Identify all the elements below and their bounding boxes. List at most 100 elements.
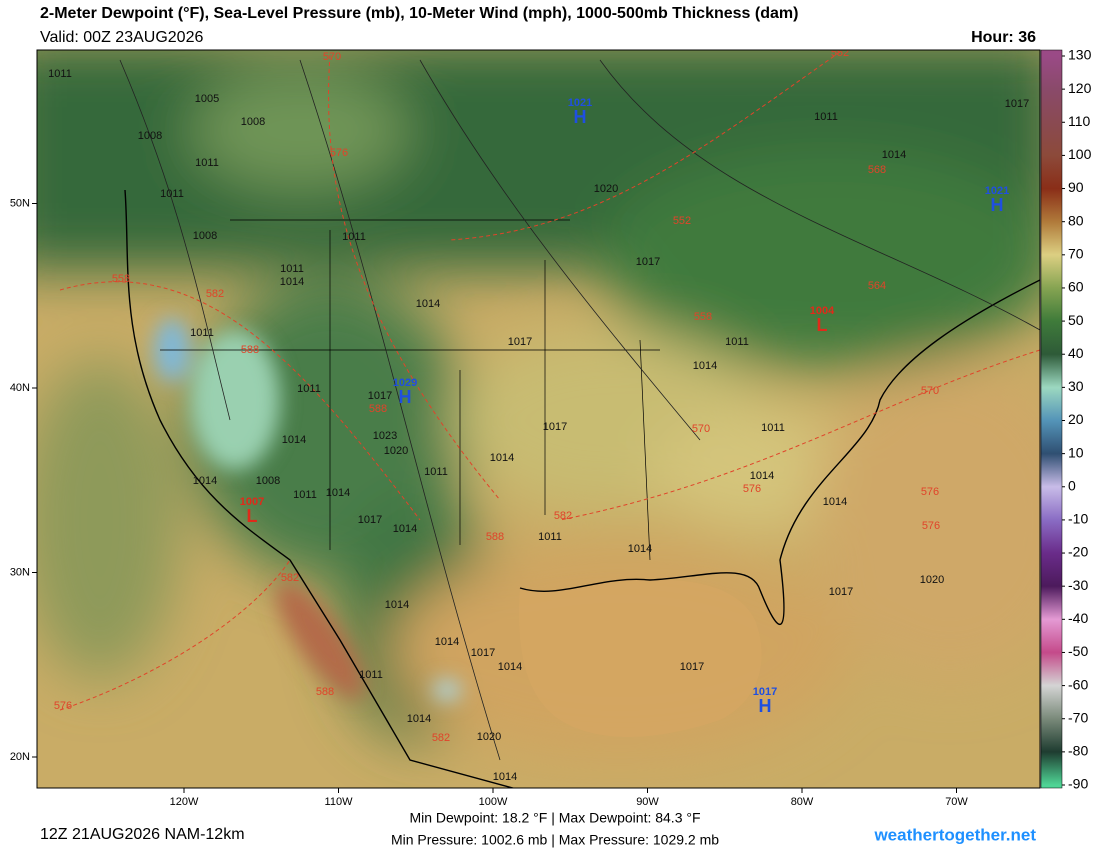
map-title: 2-Meter Dewpoint (°F), Sea-Level Pressur… (40, 5, 798, 22)
thickness-label: 558 (112, 273, 130, 285)
thickness-label: 588 (369, 403, 387, 415)
colorbar-label: 120 (1068, 80, 1092, 96)
thickness-label: 558 (694, 311, 712, 323)
pressure-center-symbol: H (991, 195, 1004, 215)
isobar-label: 1011 (190, 327, 214, 339)
colorbar-label: -70 (1068, 709, 1088, 725)
pressure-center-value: 1021 (985, 185, 1009, 197)
thickness-label: 582 (432, 732, 450, 744)
isobar-label: 1014 (498, 661, 522, 673)
isobar-label: 1017 (829, 586, 853, 598)
thickness-label: 576 (921, 486, 939, 498)
colorbar-label: 60 (1068, 279, 1084, 295)
isobar-label: 1011 (814, 111, 838, 123)
colorbar-label: 80 (1068, 212, 1084, 228)
thickness-label: 576 (54, 700, 72, 712)
map-area: 1011100510081008101110111008101110141011… (37, 47, 1040, 788)
colorbar-label: 30 (1068, 378, 1084, 394)
isobar-label: 1020 (594, 183, 618, 195)
isobar-label: 1020 (920, 574, 944, 586)
isobar-label: 1014 (823, 496, 847, 508)
isobar-label: 1008 (256, 475, 280, 487)
colorbar-label: -50 (1068, 643, 1088, 659)
dewpoint-range: Min Dewpoint: 18.2 °F | Max Dewpoint: 84… (409, 810, 700, 826)
colorbar-label: -90 (1068, 776, 1088, 792)
thickness-label: 552 (673, 215, 691, 227)
isobar-label: 1014 (693, 360, 717, 372)
lat-label: 50N (10, 197, 30, 209)
isobar-label: 1017 (508, 336, 532, 348)
thickness-label: 582 (206, 288, 224, 300)
state-borders (160, 219, 660, 561)
isobar-label: 1011 (280, 263, 304, 275)
thickness-label: 552 (831, 47, 849, 59)
model-run: 12Z 21AUG2026 NAM-12km (40, 826, 245, 843)
thickness-label: 588 (241, 344, 259, 356)
pressure-center-symbol: L (817, 315, 828, 335)
isobar-label: 1014 (490, 452, 514, 464)
colorbar-label: 70 (1068, 246, 1084, 262)
isobar-label: 1014 (280, 276, 304, 288)
isobar-label: 1020 (477, 731, 501, 743)
lon-label: 70W (945, 796, 968, 808)
colorbar-label: 90 (1068, 179, 1084, 195)
thickness-label: 588 (316, 686, 334, 698)
thickness-label: 582 (554, 510, 572, 522)
isobar-label: 1014 (193, 475, 217, 487)
thickness-label: 570 (921, 385, 939, 397)
coastline (124, 189, 1040, 788)
isobar-label: 1017 (636, 256, 660, 268)
colorbar-label: 130 (1068, 47, 1092, 63)
isobar-label: 1014 (393, 523, 417, 535)
pressure-center-symbol: H (574, 107, 587, 127)
isobar-label: 1011 (359, 669, 383, 681)
lat-label: 40N (10, 382, 30, 394)
lon-label: 110W (325, 796, 354, 808)
pressure-center-value: 1029 (393, 377, 417, 389)
colorbar (1040, 49, 1063, 789)
colorbar-label: -10 (1068, 511, 1088, 527)
isobar-label: 1014 (416, 298, 440, 310)
isobar-label: 1011 (424, 466, 448, 478)
isobar-label: 1011 (342, 231, 366, 243)
pressure-center-value: 1017 (753, 686, 777, 698)
thickness-label: 582 (281, 572, 299, 584)
isobar-label: 1011 (293, 489, 317, 501)
lon-label: 80W (791, 796, 814, 808)
colorbar-label: -20 (1068, 544, 1088, 560)
colorbar-label: 10 (1068, 444, 1084, 460)
isobar-label: 1017 (680, 661, 704, 673)
lon-label: 100W (479, 796, 508, 808)
colorbar-label: 50 (1068, 312, 1084, 328)
isobar-label: 1017 (368, 390, 392, 402)
lon-label: 120W (170, 796, 199, 808)
lat-label: 30N (10, 566, 30, 578)
isobars (119, 59, 1040, 761)
isobar-label: 1008 (138, 130, 162, 142)
isobar-label: 1017 (358, 514, 382, 526)
colorbar-label: 100 (1068, 146, 1092, 162)
isobar-label: 1014 (493, 771, 517, 783)
map-labels: 1011100510081008101110111008101110141011… (48, 47, 1029, 783)
thickness-label: 564 (868, 280, 886, 292)
thickness-label: 568 (868, 164, 886, 176)
isobar-label: 1014 (385, 599, 409, 611)
isobar-label: 1023 (373, 430, 397, 442)
colorbar-label: -80 (1068, 743, 1088, 759)
isobar-label: 1014 (750, 470, 774, 482)
colorbar-label: -40 (1068, 610, 1088, 626)
pressure-center-value: 1021 (568, 97, 592, 109)
pressure-center-symbol: H (399, 387, 412, 407)
isobar-label: 1017 (471, 647, 495, 659)
isobar-label: 1017 (543, 421, 567, 433)
isobar-label: 1014 (326, 487, 350, 499)
isobar-label: 1020 (384, 445, 408, 457)
isobar-label: 1014 (628, 543, 652, 555)
colorbar-label: 20 (1068, 411, 1084, 427)
thickness-label: 576 (922, 520, 940, 532)
isobar-label: 1011 (538, 531, 562, 543)
isobar-label: 1014 (407, 713, 431, 725)
isobar-label: 1014 (282, 434, 306, 446)
thickness-label: 570 (692, 423, 710, 435)
